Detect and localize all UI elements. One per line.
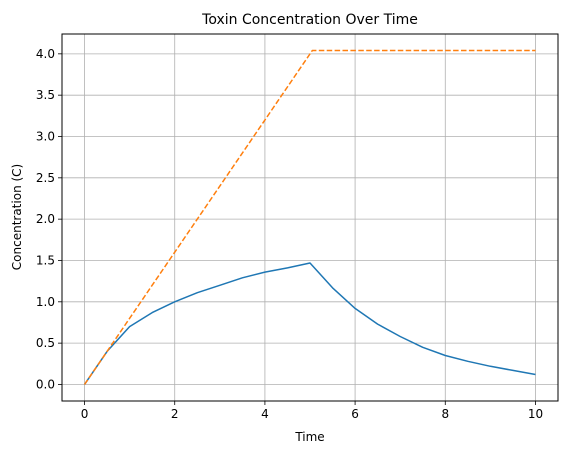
- series-line-2: [83, 49, 536, 385]
- y-tick-label: 2.5: [36, 171, 55, 185]
- chart-title: Toxin Concentration Over Time: [201, 12, 418, 28]
- x-axis: 0 2 4 6 8 10: [81, 401, 543, 421]
- x-tick-label: 8: [441, 407, 449, 421]
- y-tick-label: 2.0: [36, 212, 55, 226]
- x-tick-label: 0: [81, 407, 89, 421]
- series-line-1: [83, 262, 536, 385]
- y-tick-label: 4.0: [36, 47, 55, 61]
- series-group: [83, 49, 536, 385]
- y-tick-label: 0.5: [36, 336, 55, 350]
- x-tick-label: 10: [528, 407, 543, 421]
- plot-frame: [61, 33, 559, 402]
- y-tick-label: 1.5: [36, 253, 55, 267]
- x-tick-label: 6: [351, 407, 359, 421]
- y-tick-label: 3.0: [36, 129, 55, 143]
- plot-area: [62, 34, 558, 401]
- y-tick-label: 1.0: [36, 295, 55, 309]
- x-tick-label: 4: [261, 407, 269, 421]
- y-axis-label: Concentration (C): [10, 164, 24, 270]
- x-axis-label: Time: [294, 430, 324, 444]
- y-axis: 0.0 0.5 1.0 1.5 2.0 2.5 3.0 3.5 4.0: [36, 47, 62, 391]
- y-tick-label: 0.0: [36, 377, 55, 391]
- x-tick-label: 2: [171, 407, 179, 421]
- y-tick-label: 3.5: [36, 88, 55, 102]
